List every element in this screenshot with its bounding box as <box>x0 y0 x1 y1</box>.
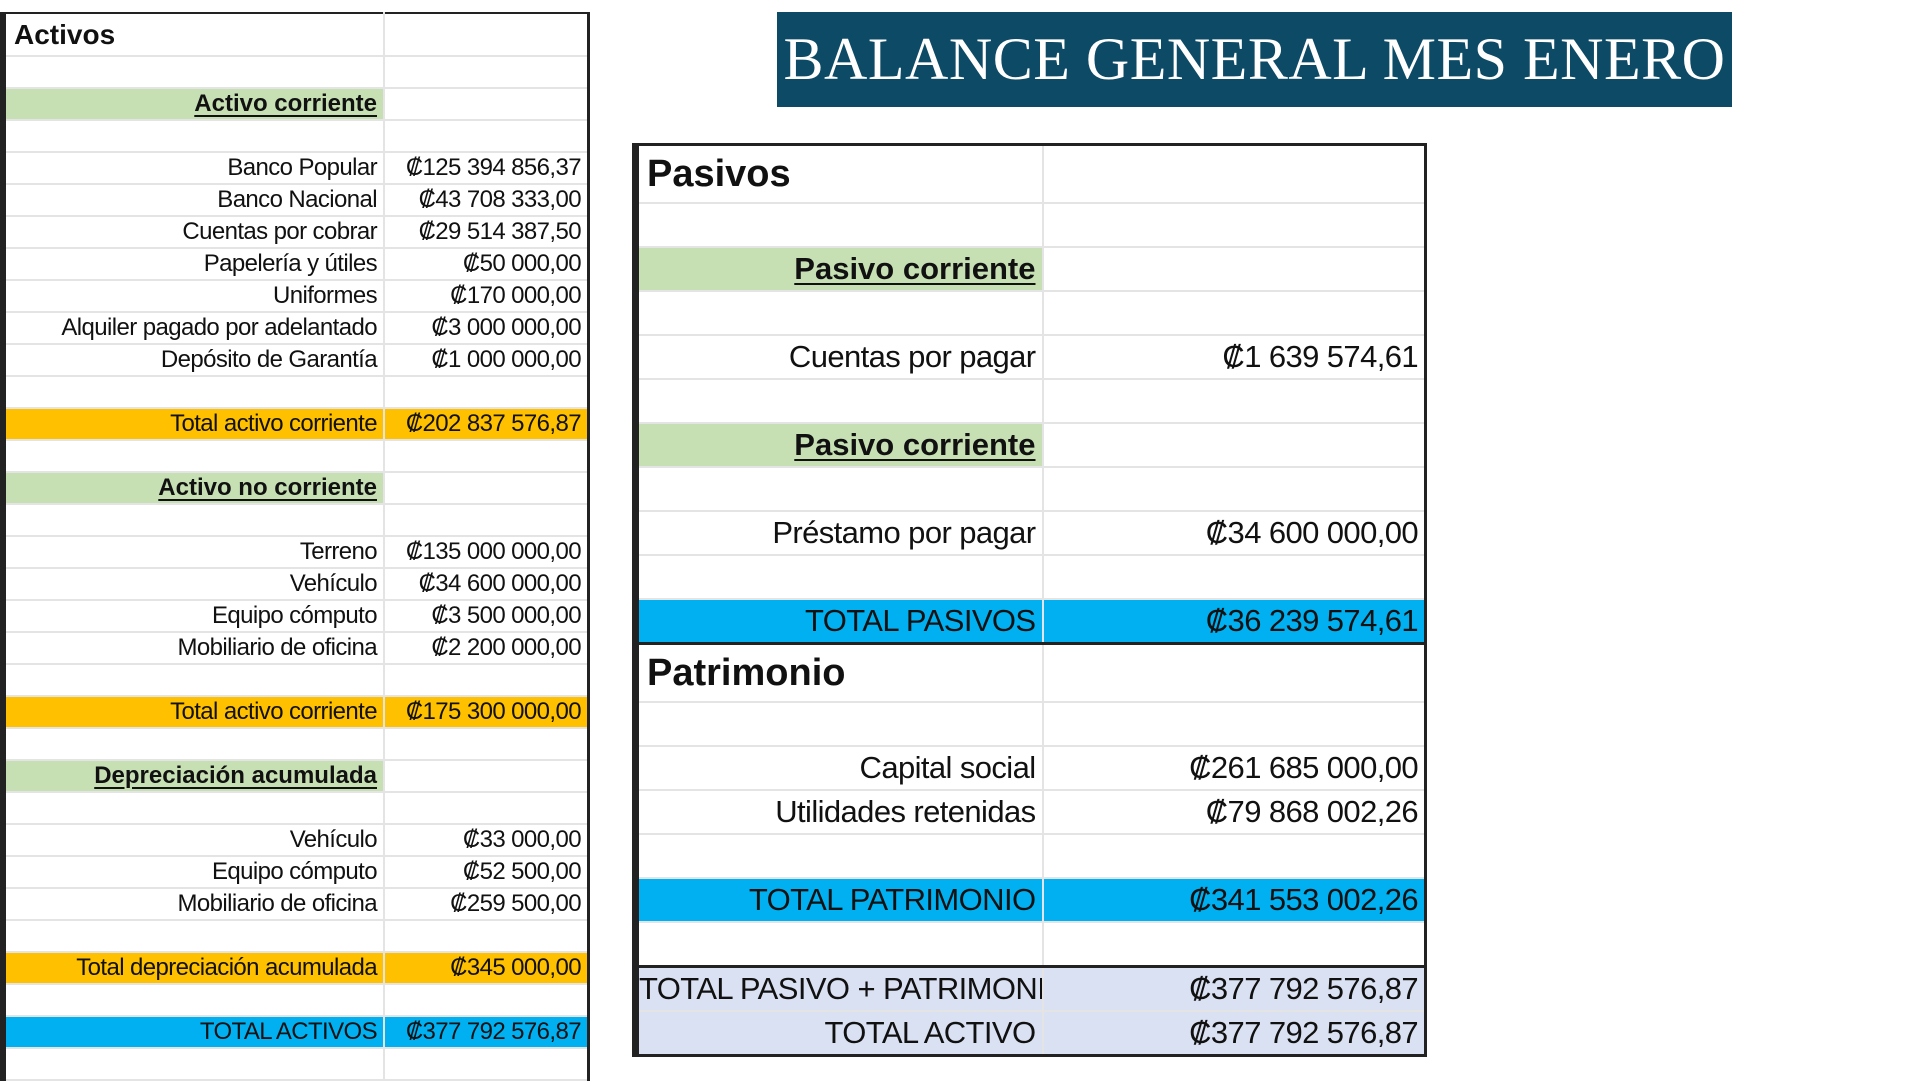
page-title: BALANCE GENERAL MES ENERO <box>777 12 1732 107</box>
row-label: Vehículo <box>3 568 384 601</box>
total-activos-row: TOTAL ACTIVOS ₡377 792 576,87 <box>3 1016 589 1049</box>
table-row: Préstamo por pagar ₡34 600 000,00 <box>635 511 1426 556</box>
row-value: ₡135 000 000,00 <box>383 536 589 569</box>
check-value: ₡377 792 576,87 <box>1041 965 1426 1012</box>
table-row: Equipo cómputo ₡3 500 000,00 <box>3 600 589 633</box>
row-label: Terreno <box>3 536 384 569</box>
section-pasivo-corriente-2: Pasivo corriente <box>635 423 1043 468</box>
total-label: TOTAL ACTIVOS <box>3 1016 384 1049</box>
total-patrimonio-row: TOTAL PATRIMONIO ₡341 553 002,26 <box>635 878 1426 923</box>
row-label: Uniformes <box>3 280 384 313</box>
activos-heading-row: Activos <box>3 13 589 57</box>
row-label: Vehículo <box>3 824 384 857</box>
row-label: Préstamo por pagar <box>635 511 1043 556</box>
activos-heading: Activos <box>3 13 384 57</box>
row-value: ₡259 500,00 <box>383 888 589 921</box>
subtotal-value: ₡175 300 000,00 <box>383 696 589 729</box>
table-row: Capital social ₡261 685 000,00 <box>635 746 1426 791</box>
table-row: Vehículo ₡34 600 000,00 <box>3 568 589 601</box>
row-label: Banco Nacional <box>3 184 384 217</box>
row-value: ₡34 600 000,00 <box>1041 511 1426 556</box>
subtotal-value: ₡202 837 576,87 <box>383 408 589 441</box>
row-label: Capital social <box>635 746 1043 791</box>
row-label: Utilidades retenidas <box>635 790 1043 835</box>
row-label: Equipo cómputo <box>3 600 384 633</box>
row-label: Papelería y útiles <box>3 248 384 281</box>
table-row: Papelería y útiles ₡50 000,00 <box>3 248 589 281</box>
subtotal-value: ₡345 000,00 <box>383 952 589 985</box>
row-value: ₡50 000,00 <box>383 248 589 281</box>
row-value: ₡261 685 000,00 <box>1041 746 1426 791</box>
total-label: TOTAL PASIVOS <box>635 599 1043 645</box>
section-row: Activo corriente <box>3 88 589 121</box>
total-value: ₡341 553 002,26 <box>1041 878 1426 923</box>
check-label: TOTAL PASIVO + PATRIMONIO <box>635 965 1043 1012</box>
subtotal-label: Total depreciación acumulada <box>3 952 384 985</box>
row-value: ₡170 000,00 <box>383 280 589 313</box>
check-label: TOTAL ACTIVO <box>635 1011 1043 1057</box>
row-label: Mobiliario de oficina <box>3 888 384 921</box>
table-row: Terreno ₡135 000 000,00 <box>3 536 589 569</box>
row-value: ₡3 000 000,00 <box>383 312 589 345</box>
total-value: ₡377 792 576,87 <box>383 1016 589 1049</box>
section-pasivo-corriente: Pasivo corriente <box>635 247 1043 292</box>
total-value: ₡36 239 574,61 <box>1041 599 1426 645</box>
table-row: Depósito de Garantía ₡1 000 000,00 <box>3 344 589 377</box>
activos-table: Activos Activo corriente Banco Popular ₡1… <box>0 12 590 1081</box>
check-row: TOTAL ACTIVO ₡377 792 576,87 <box>635 1011 1426 1057</box>
row-value: ₡34 600 000,00 <box>383 568 589 601</box>
section-row: Depreciación acumulada <box>3 760 589 793</box>
check-row: TOTAL PASIVO + PATRIMONIO ₡377 792 576,87 <box>635 965 1426 1012</box>
row-label: Cuentas por cobrar <box>3 216 384 249</box>
row-value: ₡125 394 856,37 <box>383 152 589 185</box>
subtotal-row: Total depreciación acumulada ₡345 000,00 <box>3 952 589 985</box>
row-value: ₡3 500 000,00 <box>383 600 589 633</box>
section-activo-no-corriente: Activo no corriente <box>3 472 384 505</box>
row-value: ₡33 000,00 <box>383 824 589 857</box>
subtotal-label: Total activo corriente <box>3 408 384 441</box>
row-value: ₡2 200 000,00 <box>383 632 589 665</box>
row-value: ₡43 708 333,00 <box>383 184 589 217</box>
table-row: Banco Popular ₡125 394 856,37 <box>3 152 589 185</box>
table-row: Cuentas por cobrar ₡29 514 387,50 <box>3 216 589 249</box>
row-label: Equipo cómputo <box>3 856 384 889</box>
row-label: Banco Popular <box>3 152 384 185</box>
table-row: Uniformes ₡170 000,00 <box>3 280 589 313</box>
total-label: TOTAL PATRIMONIO <box>635 878 1043 923</box>
row-label: Depósito de Garantía <box>3 344 384 377</box>
row-label: Alquiler pagado por adelantado <box>3 312 384 345</box>
section-row: Pasivo corriente <box>635 247 1426 292</box>
total-pasivos-row: TOTAL PASIVOS ₡36 239 574,61 <box>635 599 1426 645</box>
row-label: Cuentas por pagar <box>635 335 1043 380</box>
subtotal-row: Total activo corriente ₡175 300 000,00 <box>3 696 589 729</box>
pasivos-heading: Pasivos <box>635 144 1043 204</box>
row-value: ₡79 868 002,26 <box>1041 790 1426 835</box>
section-depreciacion: Depreciación acumulada <box>3 760 384 793</box>
check-value: ₡377 792 576,87 <box>1041 1011 1426 1057</box>
row-value: ₡1 639 574,61 <box>1041 335 1426 380</box>
row-label: Mobiliario de oficina <box>3 632 384 665</box>
table-row: Cuentas por pagar ₡1 639 574,61 <box>635 335 1426 380</box>
table-row: Alquiler pagado por adelantado ₡3 000 000… <box>3 312 589 345</box>
pasivos-patrimonio-table: Pasivos Pasivo corriente Cuentas por pag… <box>632 143 1427 1057</box>
table-row: Mobiliario de oficina ₡2 200 000,00 <box>3 632 589 665</box>
row-value: ₡52 500,00 <box>383 856 589 889</box>
section-row: Activo no corriente <box>3 472 589 505</box>
patrimonio-heading: Patrimonio <box>635 642 1043 703</box>
table-row: Equipo cómputo ₡52 500,00 <box>3 856 589 889</box>
table-row: Banco Nacional ₡43 708 333,00 <box>3 184 589 217</box>
subtotal-label: Total activo corriente <box>3 696 384 729</box>
row-value: ₡29 514 387,50 <box>383 216 589 249</box>
table-row: Utilidades retenidas ₡79 868 002,26 <box>635 790 1426 835</box>
table-row: Mobiliario de oficina ₡259 500,00 <box>3 888 589 921</box>
section-activo-corriente: Activo corriente <box>3 88 384 121</box>
subtotal-row: Total activo corriente ₡202 837 576,87 <box>3 408 589 441</box>
section-row: Pasivo corriente <box>635 423 1426 468</box>
table-row: Vehículo ₡33 000,00 <box>3 824 589 857</box>
row-value: ₡1 000 000,00 <box>383 344 589 377</box>
